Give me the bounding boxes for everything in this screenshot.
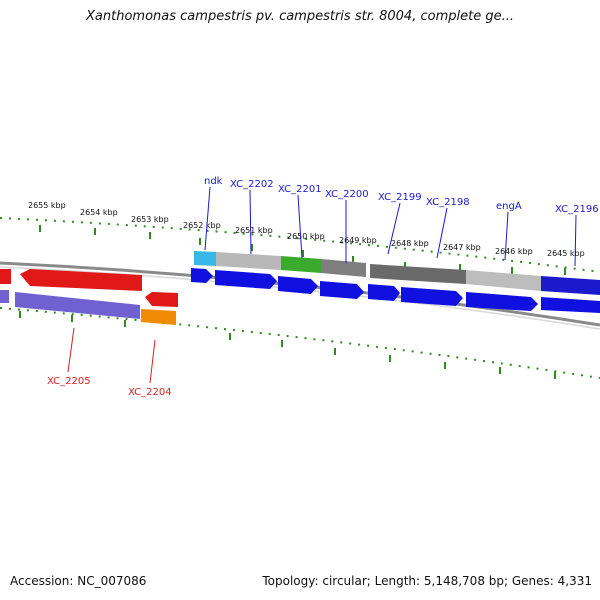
- inner-tick-ring: [0, 307, 600, 379]
- tick-label-2652: 2652 kbp: [183, 221, 221, 230]
- feature-ndk-cyan: [194, 251, 216, 266]
- gene-label-XC_2198[interactable]: XC_2198: [426, 197, 470, 208]
- feature-left-red: [0, 269, 11, 284]
- tick-label-2648: 2648 kbp: [391, 239, 429, 248]
- map-title: Xanthomonas campestris pv. campestris st…: [86, 9, 514, 24]
- gene-label-engA[interactable]: engA: [496, 201, 522, 212]
- gene-label-XC_2199[interactable]: XC_2199: [378, 192, 422, 203]
- gene-label-XC_2202[interactable]: XC_2202: [230, 179, 274, 190]
- tick-label-2645: 2645 kbp: [547, 249, 585, 258]
- feature-band-inner: [0, 268, 600, 325]
- cds-2202: [215, 270, 277, 289]
- cds-2199: [368, 284, 400, 301]
- cds-engA: [466, 292, 538, 311]
- gene-label-XC_2205[interactable]: XC_2205: [47, 376, 91, 387]
- feature-2204-red: [145, 292, 178, 307]
- feature-2201-green: [281, 256, 321, 273]
- cds-2201: [278, 276, 318, 294]
- feature-2200-grey: [321, 259, 366, 277]
- gene-label-ndk[interactable]: ndk: [204, 176, 223, 187]
- gene-label-XC_2200[interactable]: XC_2200: [325, 189, 369, 200]
- tick-label-2654: 2654 kbp: [80, 208, 118, 217]
- feature-band-outer: [0, 251, 600, 307]
- major-ticks: [19, 225, 566, 379]
- feature-engA-grey: [466, 270, 541, 291]
- topology-summary: Topology: circular; Length: 5,148,708 bp…: [262, 574, 592, 588]
- tick-label-2646: 2646 kbp: [495, 247, 533, 256]
- cds-2200: [320, 281, 364, 299]
- gene-label-XC_2201[interactable]: XC_2201: [278, 184, 322, 195]
- feature-2202-grey: [216, 252, 281, 270]
- tick-label-2655: 2655 kbp: [28, 201, 66, 210]
- label-leaders-reverse: [67, 327, 156, 384]
- tick-label-2653: 2653 kbp: [131, 215, 169, 224]
- cds-left-purple: [0, 290, 9, 303]
- tick-label-2650: 2650 kbp: [287, 232, 325, 241]
- gene-label-XC_2196[interactable]: XC_2196: [555, 204, 599, 215]
- feature-2196-blue: [541, 276, 600, 295]
- feature-2205-red: [20, 269, 142, 291]
- cds-2204: [141, 309, 176, 325]
- feature-2199-grey: [370, 264, 466, 284]
- cds-2198: [401, 287, 463, 306]
- cds-2205: [15, 292, 140, 319]
- accession-text: Accession: NC_007086: [10, 574, 147, 588]
- cds-2196: [541, 297, 600, 313]
- tick-label-2651: 2651 kbp: [235, 226, 273, 235]
- label-leaders-forward: [204, 186, 577, 267]
- gene-label-XC_2204[interactable]: XC_2204: [128, 387, 172, 398]
- cds-ndk: [191, 268, 213, 283]
- tick-label-2647: 2647 kbp: [443, 243, 481, 252]
- tick-label-2649: 2649 kbp: [339, 236, 377, 245]
